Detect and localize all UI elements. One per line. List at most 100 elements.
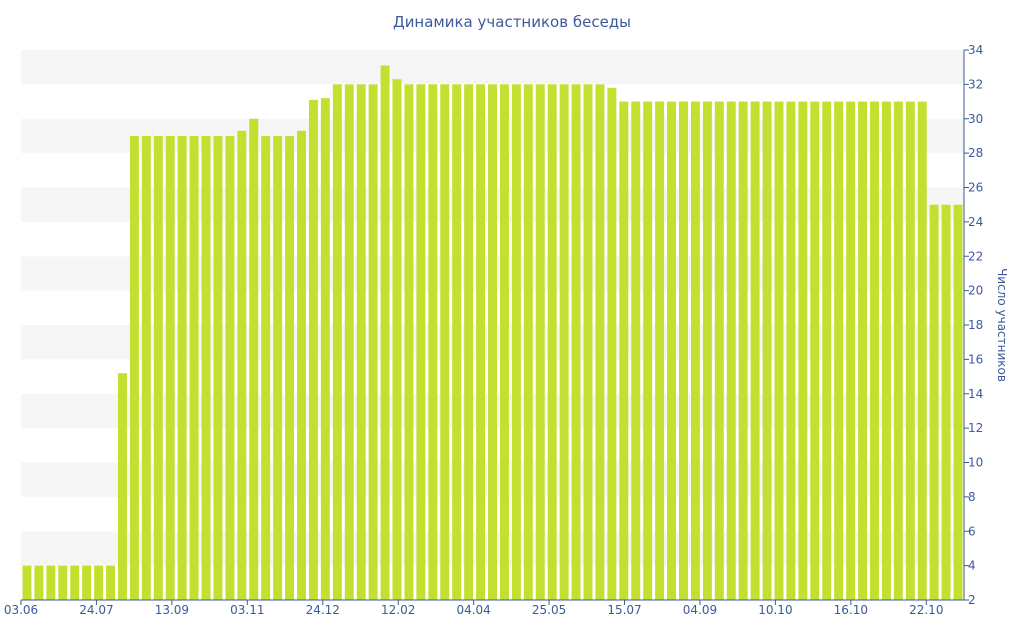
bar [870, 101, 879, 600]
bar [416, 84, 426, 601]
bar [94, 565, 104, 601]
bar [308, 99, 318, 600]
bar [153, 135, 163, 600]
bar [750, 101, 760, 600]
y-tick-label: 34 [968, 43, 983, 57]
y-tick-label: 32 [968, 77, 983, 91]
x-axis-ticks: 03.06 24.07 13.09 03.11 24.12 12.02 04.04 25.05… [4, 600, 943, 617]
x-tick-label: 03.11 [230, 603, 264, 617]
bar [607, 87, 617, 600]
y-axis-title: Число участников [995, 268, 1009, 382]
bar [82, 565, 92, 601]
bar [70, 565, 80, 601]
x-tick-label: 13.09 [155, 603, 189, 617]
bar [810, 101, 820, 600]
bar [464, 84, 474, 601]
bar [846, 101, 856, 600]
y-tick-label: 8 [968, 490, 976, 504]
bar [177, 135, 187, 600]
x-tick-label: 24.07 [79, 603, 113, 617]
bar [476, 84, 486, 601]
grid-band [21, 50, 964, 85]
bar [332, 84, 342, 601]
bar [452, 84, 462, 601]
bar [679, 101, 688, 600]
bar [595, 84, 605, 601]
bar [249, 118, 259, 600]
chart-title: Динамика участников беседы [392, 13, 632, 31]
bar [213, 135, 223, 600]
x-tick-label: 10.10 [758, 603, 792, 617]
bar [738, 101, 748, 600]
y-tick-label: 28 [968, 146, 983, 160]
y-tick-label: 18 [968, 318, 983, 332]
bar [428, 84, 438, 601]
bar [774, 101, 784, 600]
y-tick-label: 2 [968, 593, 976, 607]
bar [619, 101, 629, 600]
bar [320, 98, 330, 601]
bar [702, 101, 712, 600]
bar [141, 135, 151, 600]
bar [285, 135, 295, 600]
bar [643, 101, 653, 600]
bar [22, 565, 32, 601]
bar [631, 101, 641, 600]
bar [380, 65, 390, 601]
y-tick-label: 30 [968, 112, 983, 126]
bar [273, 135, 283, 600]
bar [499, 84, 509, 601]
bar [201, 135, 211, 600]
bar [58, 565, 68, 601]
x-tick-label: 04.04 [456, 603, 490, 617]
bar [798, 101, 808, 600]
y-tick-label: 16 [968, 352, 983, 366]
bar [297, 130, 306, 600]
bar [726, 101, 736, 600]
y-tick-label: 12 [968, 421, 983, 435]
bar [917, 101, 927, 600]
bar [46, 565, 56, 601]
bar [714, 101, 724, 600]
bar [523, 84, 533, 601]
bar [690, 101, 700, 600]
y-tick-label: 14 [968, 387, 983, 401]
y-tick-label: 24 [968, 215, 983, 229]
bar [559, 84, 569, 601]
bar [583, 84, 593, 601]
y-tick-label: 6 [968, 524, 976, 538]
bar [571, 84, 581, 601]
bar [356, 84, 366, 601]
x-tick-label: 16.10 [834, 603, 868, 617]
bar [858, 101, 868, 600]
bar [941, 204, 951, 600]
bar [189, 135, 199, 600]
bar [225, 135, 235, 600]
bar [34, 565, 44, 601]
x-tick-label: 25.05 [532, 603, 566, 617]
x-tick-label: 12.02 [381, 603, 415, 617]
x-tick-label: 03.06 [4, 603, 38, 617]
bar [392, 79, 402, 601]
bar [893, 101, 903, 600]
bar [368, 84, 378, 601]
y-tick-label: 4 [968, 559, 976, 573]
bar [762, 101, 772, 600]
bar [655, 101, 665, 600]
bar [106, 565, 115, 601]
y-tick-label: 22 [968, 249, 983, 263]
y-tick-label: 10 [968, 456, 983, 470]
bar [129, 135, 139, 600]
bars [22, 65, 963, 601]
bar [786, 101, 796, 600]
bar [440, 84, 450, 601]
bar [117, 373, 127, 601]
bar [237, 130, 247, 600]
bar [535, 84, 545, 601]
bar [905, 101, 915, 600]
bar [834, 101, 844, 600]
bar [953, 204, 963, 600]
bar [261, 135, 271, 600]
